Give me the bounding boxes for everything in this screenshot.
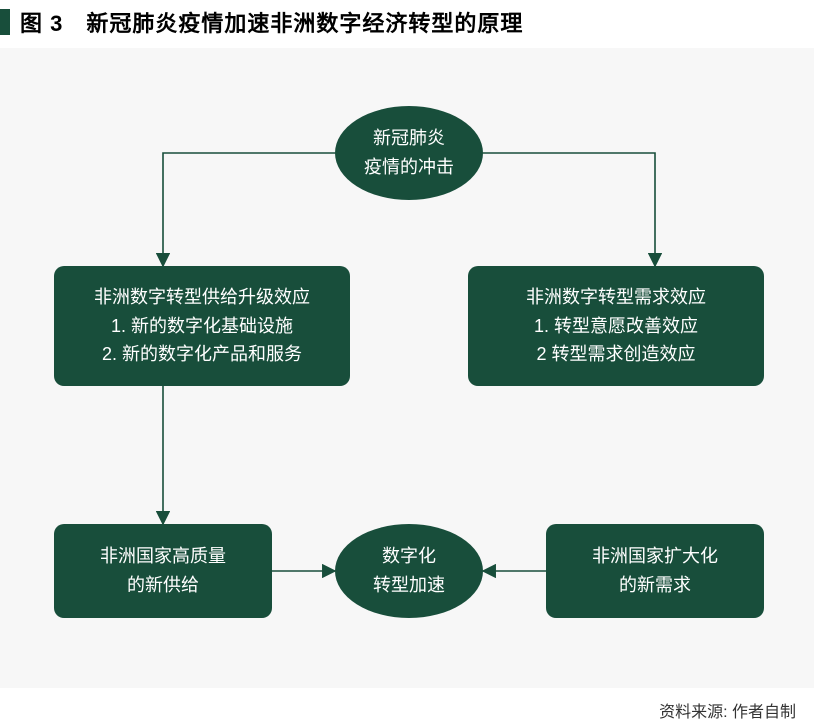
- node-text: 新冠肺炎: [373, 124, 445, 153]
- node-n_supply_small: 非洲国家高质量的新供给: [54, 524, 272, 618]
- edge-n_top-n_demand_big: [483, 153, 655, 266]
- node-n_center: 数字化转型加速: [335, 524, 483, 618]
- figure-container: 图 3 新冠肺炎疫情加速非洲数字经济转型的原理 资料来源: 作者自制 新冠肺炎疫…: [0, 0, 814, 688]
- node-text: 1. 新的数字化基础设施: [111, 312, 293, 341]
- node-text: 的新供给: [127, 571, 199, 600]
- node-n_top: 新冠肺炎疫情的冲击: [335, 106, 483, 200]
- node-text: 1. 转型意愿改善效应: [534, 312, 698, 341]
- node-text: 非洲国家扩大化: [592, 542, 718, 571]
- node-text: 疫情的冲击: [364, 153, 454, 182]
- figure-title: 图 3 新冠肺炎疫情加速非洲数字经济转型的原理: [20, 6, 523, 38]
- source-label: 资料来源: 作者自制: [659, 698, 796, 722]
- node-text: 的新需求: [619, 571, 691, 600]
- node-text: 非洲数字转型供给升级效应: [94, 283, 310, 312]
- figure-title-bar: 图 3 新冠肺炎疫情加速非洲数字经济转型的原理: [0, 0, 814, 48]
- flowchart-canvas: 资料来源: 作者自制 新冠肺炎疫情的冲击非洲数字转型供给升级效应1. 新的数字化…: [0, 48, 814, 688]
- title-marker: [0, 9, 10, 35]
- node-n_supply_big: 非洲数字转型供给升级效应1. 新的数字化基础设施2. 新的数字化产品和服务: [54, 266, 350, 386]
- node-n_demand_small: 非洲国家扩大化的新需求: [546, 524, 764, 618]
- node-text: 非洲国家高质量: [100, 542, 226, 571]
- node-text: 非洲数字转型需求效应: [526, 283, 706, 312]
- edge-n_top-n_supply_big: [163, 153, 335, 266]
- node-text: 数字化: [382, 542, 436, 571]
- node-text: 转型加速: [373, 571, 445, 600]
- node-text: 2. 新的数字化产品和服务: [102, 340, 302, 369]
- node-text: 2 转型需求创造效应: [536, 340, 695, 369]
- node-n_demand_big: 非洲数字转型需求效应1. 转型意愿改善效应2 转型需求创造效应: [468, 266, 764, 386]
